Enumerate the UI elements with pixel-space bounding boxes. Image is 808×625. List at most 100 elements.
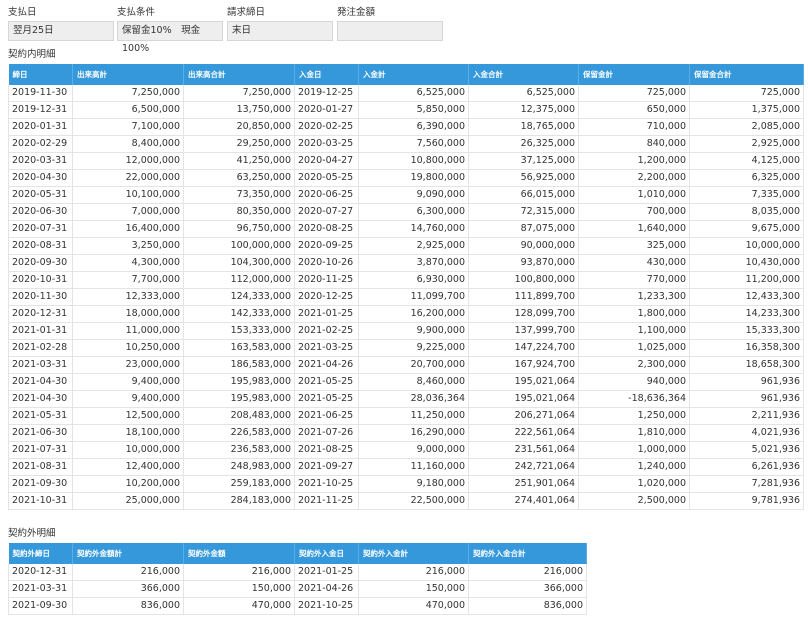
- table-cell: 2021-03-25: [294, 339, 359, 357]
- table-row: 2021-09-30 10,200,000 259,183,000 2021-10-2…: [8, 475, 804, 493]
- table-cell: 2021-03-31: [8, 356, 73, 374]
- order-amount-label: 発注金額: [337, 7, 376, 18]
- table-cell: 7,700,000: [72, 271, 184, 289]
- contract-column-header: 出来高合計: [183, 64, 295, 85]
- table-cell: 2021-05-25: [294, 373, 359, 391]
- table-cell: 87,075,000: [468, 220, 579, 238]
- table-cell: 2021-09-30: [8, 597, 73, 615]
- table-row: 2021-05-31 12,500,000 208,483,000 2021-06-2…: [8, 407, 804, 425]
- payment-date-label: 支払日: [8, 7, 37, 18]
- contract-column-header: 入金日: [294, 64, 359, 85]
- table-cell: 1,250,000: [578, 407, 690, 425]
- table-cell: 147,224,700: [468, 339, 579, 357]
- table-cell: 430,000: [578, 254, 690, 272]
- table-cell: 7,281,936: [689, 475, 804, 493]
- table-cell: 2020-09-30: [8, 254, 73, 272]
- table-cell: 8,460,000: [358, 373, 469, 391]
- table-cell: 2021-05-25: [294, 390, 359, 408]
- table-row: 2021-07-31 10,000,000 236,583,000 2021-08-2…: [8, 441, 804, 459]
- table-cell: 2020-10-26: [294, 254, 359, 272]
- table-cell: 710,000: [578, 118, 690, 136]
- table-cell: 6,390,000: [358, 118, 469, 136]
- table-cell: 16,358,300: [689, 339, 804, 357]
- table-cell: 2020-08-25: [294, 220, 359, 238]
- table-cell: 248,983,000: [183, 458, 295, 476]
- contract-column-header: 出来高計: [72, 64, 184, 85]
- table-cell: 2021-11-25: [294, 492, 359, 510]
- table-cell: 111,899,700: [468, 288, 579, 306]
- table-cell: 10,430,000: [689, 254, 804, 272]
- table-cell: 1,240,000: [578, 458, 690, 476]
- table-row: 2019-11-30 7,250,000 7,250,000 2019-12-25 6,…: [8, 85, 804, 102]
- table-cell: 1,375,000: [689, 101, 804, 119]
- outside-column-header: 契約外金額: [183, 543, 295, 564]
- table-cell: 2020-05-31: [8, 186, 73, 204]
- table-cell: 2021-01-25: [294, 564, 359, 581]
- table-cell: 226,583,000: [183, 424, 295, 442]
- table-cell: 2021-10-25: [294, 597, 359, 615]
- payment-date-value: 翌月25日: [8, 21, 114, 41]
- table-cell: 2019-11-30: [8, 85, 73, 102]
- table-cell: 2,500,000: [578, 492, 690, 510]
- table-cell: 16,200,000: [358, 305, 469, 323]
- contract-column-header: 保留金合計: [689, 64, 804, 85]
- table-cell: 2021-10-25: [294, 475, 359, 493]
- table-cell: 10,000,000: [72, 441, 184, 459]
- table-cell: 5,850,000: [358, 101, 469, 119]
- table-cell: 7,250,000: [183, 85, 295, 102]
- table-cell: 2021-04-30: [8, 390, 73, 408]
- table-cell: 836,000: [72, 597, 184, 615]
- outside-column-header: 契約外金額計: [72, 543, 184, 564]
- field-payment-terms: 支払条件 保留金10% 現金100%: [117, 6, 223, 54]
- table-cell: 14,233,300: [689, 305, 804, 323]
- table-row: 2020-02-29 8,400,000 29,250,000 2020-03-25 7…: [8, 135, 804, 153]
- contract-table: 締日 出来高計 出来高合計 入金日 入金計 入金合計 保留金計 保留金合計 2019-11-3…: [8, 64, 804, 510]
- table-cell: 195,021,064: [468, 373, 579, 391]
- field-payment-date: 支払日 翌月25日: [8, 6, 114, 41]
- table-cell: 7,335,000: [689, 186, 804, 204]
- table-cell: 2,085,000: [689, 118, 804, 136]
- table-cell: 961,936: [689, 373, 804, 391]
- table-cell: 72,315,000: [468, 203, 579, 221]
- field-order-amount: 発注金額: [337, 6, 443, 41]
- table-cell: 206,271,064: [468, 407, 579, 425]
- table-cell: 73,350,000: [183, 186, 295, 204]
- table-cell: 2021-09-27: [294, 458, 359, 476]
- table-cell: 10,800,000: [358, 152, 469, 170]
- table-cell: 2021-04-26: [294, 356, 359, 374]
- table-cell: 470,000: [358, 597, 469, 615]
- table-cell: 2021-10-31: [8, 492, 73, 510]
- table-row: 2021-04-30 9,400,000 195,983,000 2021-05-25…: [8, 390, 804, 408]
- table-cell: 650,000: [578, 101, 690, 119]
- table-cell: 216,000: [468, 564, 587, 581]
- table-cell: 29,250,000: [183, 135, 295, 153]
- table-cell: 13,750,000: [183, 101, 295, 119]
- table-cell: 9,400,000: [72, 373, 184, 391]
- table-cell: 2021-04-30: [8, 373, 73, 391]
- table-cell: 216,000: [183, 564, 295, 581]
- table-cell: 18,765,000: [468, 118, 579, 136]
- table-cell: 14,760,000: [358, 220, 469, 238]
- table-cell: 2020-11-25: [294, 271, 359, 289]
- table-row: 2020-10-31 7,700,000 112,000,000 2020-11-25…: [8, 271, 804, 289]
- table-cell: 9,000,000: [358, 441, 469, 459]
- table-cell: 7,100,000: [72, 118, 184, 136]
- table-cell: 11,000,000: [72, 322, 184, 340]
- table-cell: 11,099,700: [358, 288, 469, 306]
- table-cell: 2020-11-30: [8, 288, 73, 306]
- table-cell: 274,401,064: [468, 492, 579, 510]
- table-cell: 236,583,000: [183, 441, 295, 459]
- table-cell: 470,000: [183, 597, 295, 615]
- table-cell: 22,000,000: [72, 169, 184, 187]
- table-cell: 8,400,000: [72, 135, 184, 153]
- table-cell: 66,015,000: [468, 186, 579, 204]
- table-cell: 2,211,936: [689, 407, 804, 425]
- table-cell: 2021-06-30: [8, 424, 73, 442]
- table-cell: 2019-12-25: [294, 85, 359, 102]
- table-cell: 2020-12-25: [294, 288, 359, 306]
- contract-column-header: 入金計: [358, 64, 469, 85]
- table-cell: 2021-03-31: [8, 580, 73, 598]
- table-row: 2020-05-31 10,100,000 73,350,000 2020-06-25…: [8, 186, 804, 204]
- table-cell: 163,583,000: [183, 339, 295, 357]
- table-row: 2020-12-31 216,000 216,000 2021-01-25 216,00…: [8, 564, 587, 581]
